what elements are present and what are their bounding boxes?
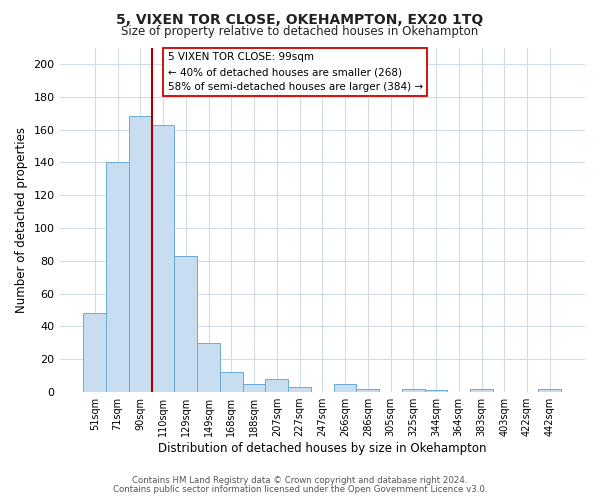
Bar bbox=[83, 314, 106, 392]
Bar bbox=[425, 390, 448, 392]
Bar bbox=[334, 384, 356, 392]
Bar bbox=[106, 162, 129, 392]
Text: 5 VIXEN TOR CLOSE: 99sqm
← 40% of detached houses are smaller (268)
58% of semi-: 5 VIXEN TOR CLOSE: 99sqm ← 40% of detach… bbox=[167, 52, 423, 92]
Y-axis label: Number of detached properties: Number of detached properties bbox=[15, 127, 28, 313]
Bar bbox=[538, 389, 561, 392]
Bar bbox=[265, 379, 288, 392]
Text: Contains public sector information licensed under the Open Government Licence v3: Contains public sector information licen… bbox=[113, 485, 487, 494]
X-axis label: Distribution of detached houses by size in Okehampton: Distribution of detached houses by size … bbox=[158, 442, 487, 455]
Bar bbox=[402, 389, 425, 392]
Text: Size of property relative to detached houses in Okehampton: Size of property relative to detached ho… bbox=[121, 25, 479, 38]
Bar bbox=[242, 384, 265, 392]
Bar bbox=[152, 124, 175, 392]
Bar bbox=[288, 387, 311, 392]
Text: 5, VIXEN TOR CLOSE, OKEHAMPTON, EX20 1TQ: 5, VIXEN TOR CLOSE, OKEHAMPTON, EX20 1TQ bbox=[116, 12, 484, 26]
Bar bbox=[197, 343, 220, 392]
Bar bbox=[175, 256, 197, 392]
Text: Contains HM Land Registry data © Crown copyright and database right 2024.: Contains HM Land Registry data © Crown c… bbox=[132, 476, 468, 485]
Bar bbox=[470, 389, 493, 392]
Bar bbox=[220, 372, 242, 392]
Bar bbox=[356, 389, 379, 392]
Bar bbox=[129, 116, 152, 392]
